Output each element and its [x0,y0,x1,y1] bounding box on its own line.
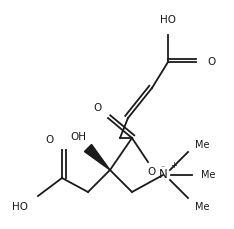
Text: ⁻: ⁻ [161,164,165,172]
Text: +: + [171,161,177,171]
Text: Me: Me [201,170,215,180]
Polygon shape [84,144,110,170]
Text: HO: HO [12,202,28,212]
Text: Me: Me [195,140,209,150]
Text: O: O [208,57,216,67]
Text: N: N [159,169,167,182]
Text: Me: Me [195,202,209,212]
Text: O: O [148,167,156,177]
Text: HO: HO [160,15,176,25]
Text: O: O [93,103,101,113]
Text: OH: OH [70,132,86,142]
Text: O: O [46,135,54,145]
